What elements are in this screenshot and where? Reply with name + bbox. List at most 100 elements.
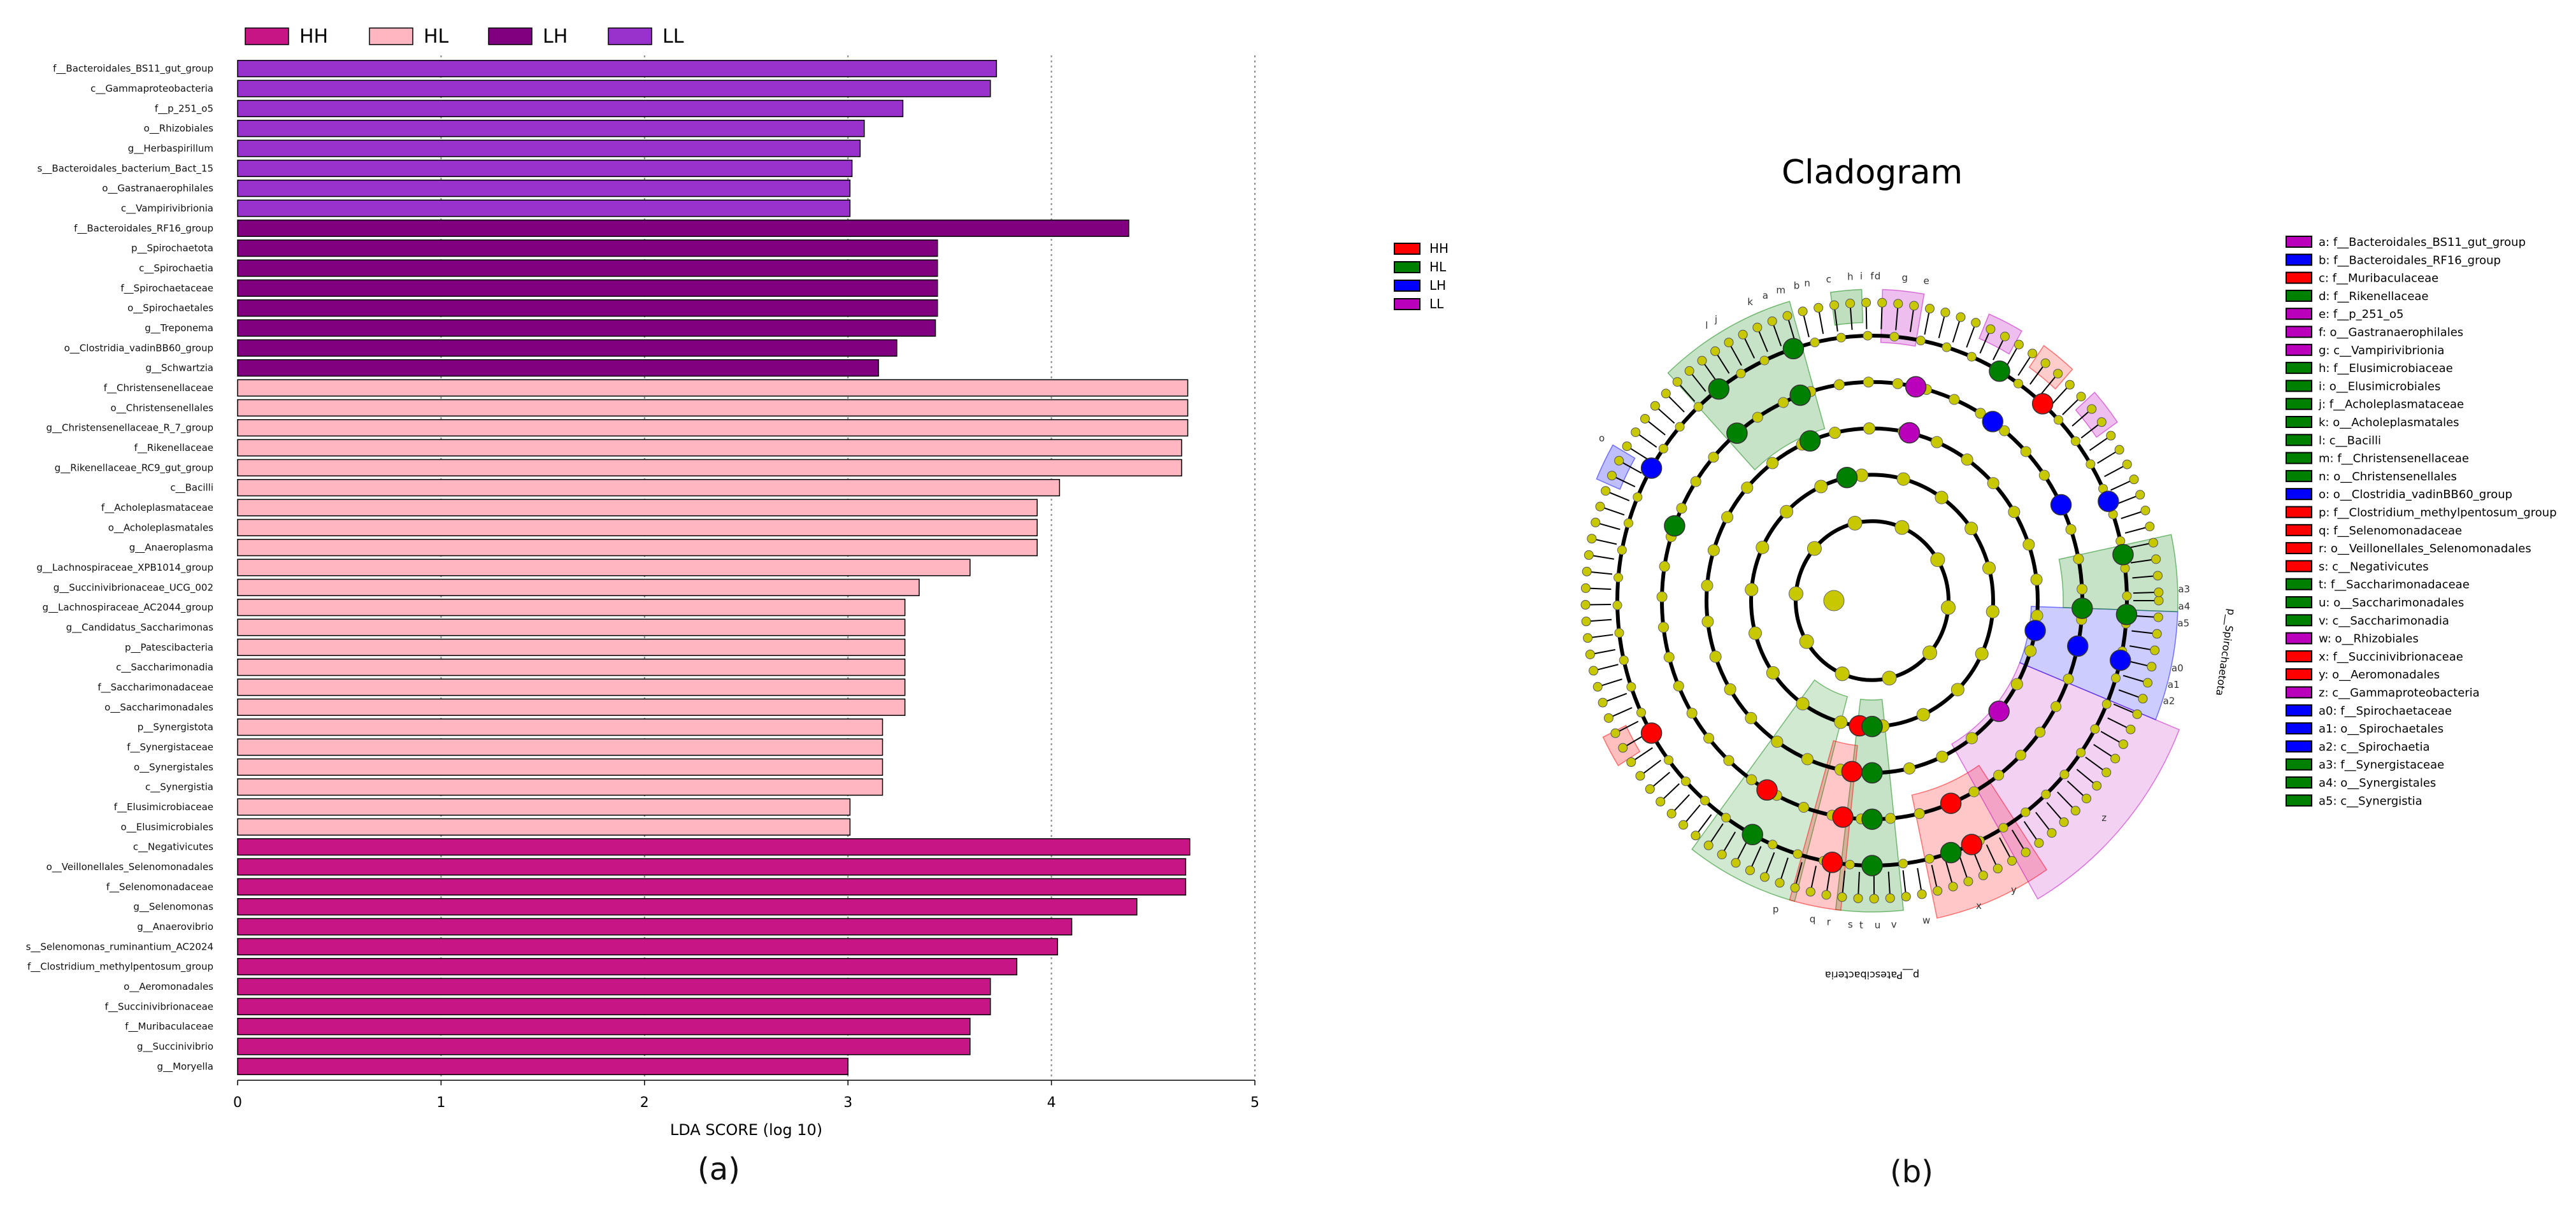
tree-node xyxy=(1987,478,1999,489)
tree-node xyxy=(1694,403,1703,411)
leaf-node xyxy=(1753,323,1762,332)
bar-label: f__Christensenellaceae xyxy=(104,382,213,394)
bar xyxy=(238,300,938,317)
tree-node xyxy=(2122,592,2131,601)
clade-key-label: q xyxy=(1810,913,1816,925)
clade-key-label: k xyxy=(1747,296,1753,308)
clade-legend-swatch xyxy=(2286,615,2312,625)
tree-node xyxy=(1845,860,1854,869)
tree-node xyxy=(1834,380,1844,390)
panel-b-label: (b) xyxy=(1890,1154,1933,1190)
bar-label: s__Bacteroidales_bacterium_Bact_15 xyxy=(38,162,213,175)
legend-swatch xyxy=(608,28,652,45)
leaf-node xyxy=(1631,428,1640,437)
tree-node xyxy=(2091,725,2100,734)
leaf-node xyxy=(2082,794,2091,803)
tree-node xyxy=(1701,580,1713,591)
tree-node xyxy=(1768,840,1777,849)
leaf-node xyxy=(2149,538,2157,547)
bar xyxy=(238,380,1188,396)
leaf-node xyxy=(1611,729,1620,738)
x-tick-label: 2 xyxy=(640,1095,649,1111)
leaf-node xyxy=(1645,785,1654,794)
clade-legend-swatch xyxy=(2286,561,2312,571)
bar xyxy=(238,1058,848,1075)
leaf-node xyxy=(1685,366,1694,375)
tree-node xyxy=(1903,762,1915,774)
bar-label: g__Schwartzia xyxy=(145,362,213,375)
biomarker-node xyxy=(2068,636,2088,656)
bar xyxy=(238,240,938,257)
tree-node xyxy=(1967,352,1976,361)
leaf-node xyxy=(2152,629,2161,638)
bar-label: o__Synergistales xyxy=(134,761,213,773)
legend-swatch xyxy=(369,28,413,45)
leaf-node xyxy=(2147,662,2156,671)
biomarker-node xyxy=(1906,376,1926,397)
bar xyxy=(238,639,905,655)
bar xyxy=(238,719,882,736)
bar xyxy=(238,699,905,715)
tree-node xyxy=(1760,356,1769,365)
leaf-node xyxy=(1894,299,1903,308)
leaf-node xyxy=(1584,550,1593,559)
tree-node xyxy=(1771,736,1783,747)
bar xyxy=(238,100,903,117)
bar-label: c__Synergistia xyxy=(145,782,213,794)
bar xyxy=(238,519,1037,536)
clade-legend-swatch xyxy=(2286,579,2312,590)
leaf-node xyxy=(1622,442,1631,451)
leaf-node xyxy=(1901,892,1910,901)
clade-key-label: e xyxy=(1923,275,1929,287)
tree-node xyxy=(1756,541,1769,553)
tree-node xyxy=(1936,751,1948,762)
bar xyxy=(238,399,1188,416)
bar-label: c__Spirochaetia xyxy=(139,262,213,275)
clade-key-label: d xyxy=(1875,270,1881,282)
clade-legend-label: f: o__Gastranaerophilales xyxy=(2319,326,2463,339)
legend-label: LL xyxy=(662,25,684,48)
bar xyxy=(238,459,1182,476)
leaf-node xyxy=(1822,890,1831,899)
leaf-node xyxy=(1885,894,1894,903)
tree-node xyxy=(2112,674,2121,683)
group-legend-swatch xyxy=(1394,262,1420,273)
cladogram-title: Cladogram xyxy=(1782,154,1963,192)
leaf-node xyxy=(2047,829,2056,838)
biomarker-node xyxy=(1941,793,1961,813)
clade-key-label: z xyxy=(2101,812,2107,824)
tree-node xyxy=(2031,610,2043,622)
tree-node xyxy=(2008,506,2020,518)
tree-node xyxy=(1789,587,1803,601)
clade-legend-swatch xyxy=(2286,507,2312,518)
tree-node xyxy=(1722,511,1733,523)
bar-label: c__Saccharimonadia xyxy=(116,662,213,674)
clade-legend-swatch xyxy=(2286,380,2312,391)
leaf-node xyxy=(1711,346,1720,355)
clade-legend-swatch xyxy=(2286,417,2312,427)
leaf-node xyxy=(2115,445,2124,454)
tree-node xyxy=(2066,524,2076,534)
tree-node xyxy=(1658,622,1668,632)
tree-node xyxy=(1702,616,1714,627)
bar xyxy=(238,339,897,356)
tree-node xyxy=(1659,561,1670,571)
clade-key-label: c xyxy=(1826,273,1831,285)
leaf-node xyxy=(2008,857,2017,866)
leaf-node xyxy=(1627,758,1636,767)
tree-node xyxy=(1742,482,1753,494)
bar-label: g__Selenomonas xyxy=(133,901,213,913)
bar-label: f__Bacteroidales_BS11_gut_group xyxy=(53,63,213,75)
clade-key-label: s xyxy=(1848,918,1853,930)
bar-label: f__Muribaculaceae xyxy=(125,1021,213,1033)
biomarker-node xyxy=(1941,843,1961,863)
tree-node xyxy=(1624,518,1633,527)
bar-label: f__Bacteroidales_RF16_group xyxy=(74,222,213,234)
bar-label: o__Acholeplasmatales xyxy=(108,522,213,534)
tree-node xyxy=(2086,460,2095,469)
bar xyxy=(238,1018,970,1035)
biomarker-node xyxy=(1642,458,1662,478)
bar xyxy=(238,619,905,636)
tree-node xyxy=(1897,473,1910,485)
